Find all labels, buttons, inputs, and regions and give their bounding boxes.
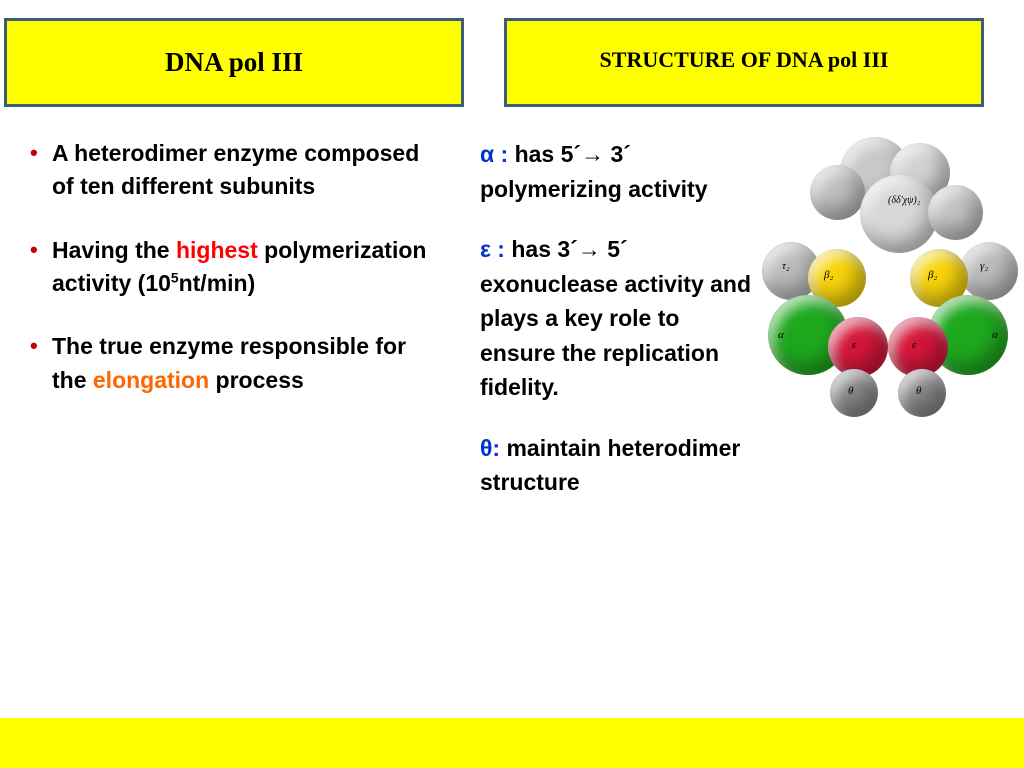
epsilon-symbol: ε : (480, 236, 511, 262)
bullet-1: A heterodimer enzyme composed of ten dif… (30, 137, 440, 204)
bullet-2: Having the highest polymerization activi… (30, 234, 440, 301)
sphere-theta-left (830, 369, 878, 417)
title-left: DNA pol III (4, 18, 464, 107)
label-eps-l: ε (852, 339, 856, 351)
bullet-list: A heterodimer enzyme composed of ten dif… (30, 137, 440, 397)
right-column: α : has 5´→ 3´ polymerizing activity ε :… (460, 137, 1020, 526)
sphere-eps-left (828, 317, 888, 377)
sphere-eps-right (888, 317, 948, 377)
label-alpha-l: α (778, 329, 784, 341)
sphere-grey (928, 185, 983, 240)
epsilon-text: has 3´→ 5´ exonuclease activity and play… (480, 236, 751, 400)
sphere-grey (860, 175, 938, 253)
sphere-gamma (960, 242, 1018, 300)
molecule-diagram: (δδ'χψ)₂ τ₂ γ₂ β₂ β₂ α α ε ε (760, 137, 1020, 437)
subunit-text: α : has 5´→ 3´ polymerizing activity ε :… (480, 137, 760, 526)
theta-text: maintain heterodimer structure (480, 435, 740, 496)
label-beta-l: β₂ (824, 269, 833, 281)
label-tau: τ₂ (782, 260, 790, 272)
diagram-wrap: (δδ'χψ)₂ τ₂ γ₂ β₂ β₂ α α ε ε (760, 137, 1010, 526)
theta-block: θ: maintain heterodimer structure (480, 431, 760, 500)
bullet-3-highlight: elongation (93, 367, 209, 393)
bullet-2-post: nt/min) (179, 270, 256, 296)
bullet-2-pre: Having the (52, 237, 176, 263)
alpha-text: has 5´→ 3´ polymerizing activity (480, 141, 708, 202)
bullet-3-post: process (209, 367, 304, 393)
label-beta-r: β₂ (928, 269, 937, 281)
label-alpha-r: α (992, 329, 998, 341)
epsilon-block: ε : has 3´→ 5´ exonuclease activity and … (480, 232, 760, 405)
label-theta-r: θ (916, 385, 921, 397)
label-gamma: γ₂ (980, 260, 988, 272)
sphere-theta-right (898, 369, 946, 417)
label-theta-l: θ (848, 385, 853, 397)
label-top: (δδ'χψ)₂ (888, 195, 920, 206)
bullet-2-exp: 5 (171, 270, 179, 285)
bullet-2-highlight: highest (176, 237, 258, 263)
left-column: A heterodimer enzyme composed of ten dif… (0, 137, 460, 526)
alpha-symbol: α : (480, 141, 515, 167)
label-eps-r: ε (912, 339, 916, 351)
theta-symbol: θ: (480, 435, 506, 461)
footer-bar (0, 718, 1024, 768)
sphere-grey (810, 165, 865, 220)
alpha-block: α : has 5´→ 3´ polymerizing activity (480, 137, 760, 206)
bullet-3: The true enzyme responsible for the elon… (30, 330, 440, 397)
content-row: A heterodimer enzyme composed of ten dif… (0, 107, 1024, 526)
title-right: STRUCTURE OF DNA pol III (504, 18, 984, 107)
header-row: DNA pol III STRUCTURE OF DNA pol III (0, 0, 1024, 107)
